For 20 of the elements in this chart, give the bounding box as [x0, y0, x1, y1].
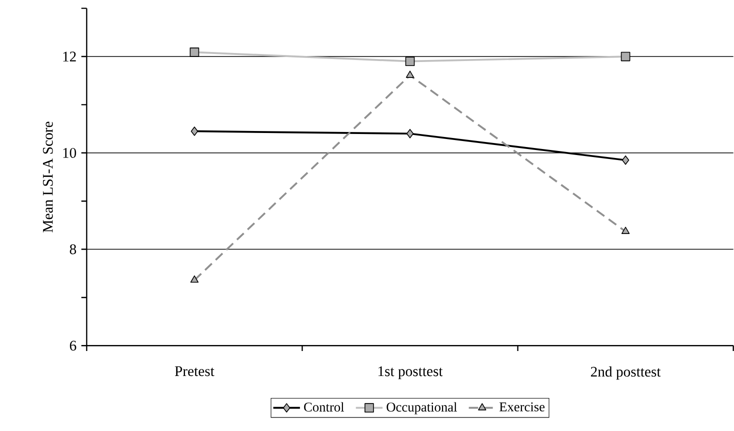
y-tick-label: 12 [63, 52, 76, 62]
point [405, 56, 415, 66]
y-tick-label: 8 [70, 244, 76, 254]
y-tick-label: 10 [63, 148, 76, 158]
legend-label: Occupational [386, 402, 457, 414]
point [622, 155, 630, 165]
point [190, 275, 199, 283]
y-axis-title: Mean LSI-A Score [42, 122, 53, 232]
legend-label: Control [304, 402, 344, 412]
x-tick-label: 2nd posttest [590, 366, 661, 380]
legend-label: Exercise [499, 402, 545, 412]
point [406, 128, 414, 138]
point [406, 70, 414, 78]
point [620, 52, 630, 62]
y-tick-label: 6 [70, 340, 76, 351]
point [190, 48, 200, 57]
point [190, 126, 198, 136]
x-tick-label: 1st posttest [378, 366, 443, 380]
point [621, 226, 630, 234]
x-tick-label: Pretest [174, 366, 214, 376]
